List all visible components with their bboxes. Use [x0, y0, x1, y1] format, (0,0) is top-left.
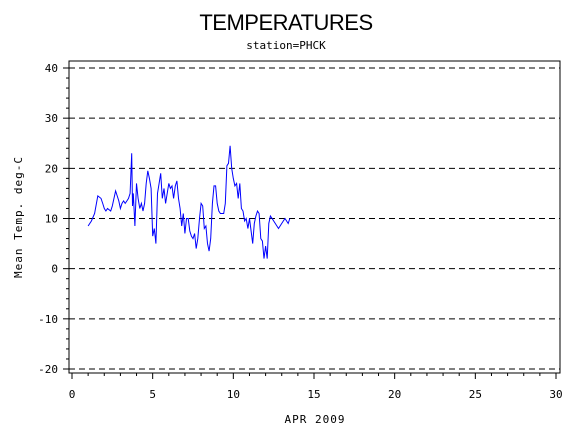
x-tick-label: 0	[69, 388, 76, 401]
plot-frame	[68, 60, 561, 374]
y-axis-ticks: -20 -10 0 10 20 30 40	[38, 62, 69, 376]
chart-title: TEMPERATURES	[199, 10, 372, 35]
y-tick-label: 30	[45, 112, 58, 125]
y-tick-label: -10	[38, 313, 58, 326]
x-tick-label: 15	[307, 388, 320, 401]
y-tick-label: -20	[38, 363, 58, 376]
x-axis-ticks: 0 5 10 15 20 25 30	[69, 373, 563, 401]
x-tick-label: 10	[227, 388, 240, 401]
x-tick-label: 20	[388, 388, 401, 401]
y-tick-label: 0	[51, 263, 58, 276]
series-line	[87, 145, 291, 259]
x-tick-label: 30	[549, 388, 562, 401]
chart-subtitle: station=PHCK	[246, 39, 326, 52]
y-tick-label: 40	[45, 62, 58, 75]
y-axis-label: Mean Temp. deg-C	[12, 156, 25, 278]
y-tick-label: 10	[45, 213, 58, 226]
x-tick-label: 25	[469, 388, 482, 401]
x-axis-label: APR 2009	[285, 413, 346, 426]
gridlines	[69, 67, 560, 370]
x-tick-label: 5	[149, 388, 156, 401]
y-tick-label: 20	[45, 162, 58, 175]
